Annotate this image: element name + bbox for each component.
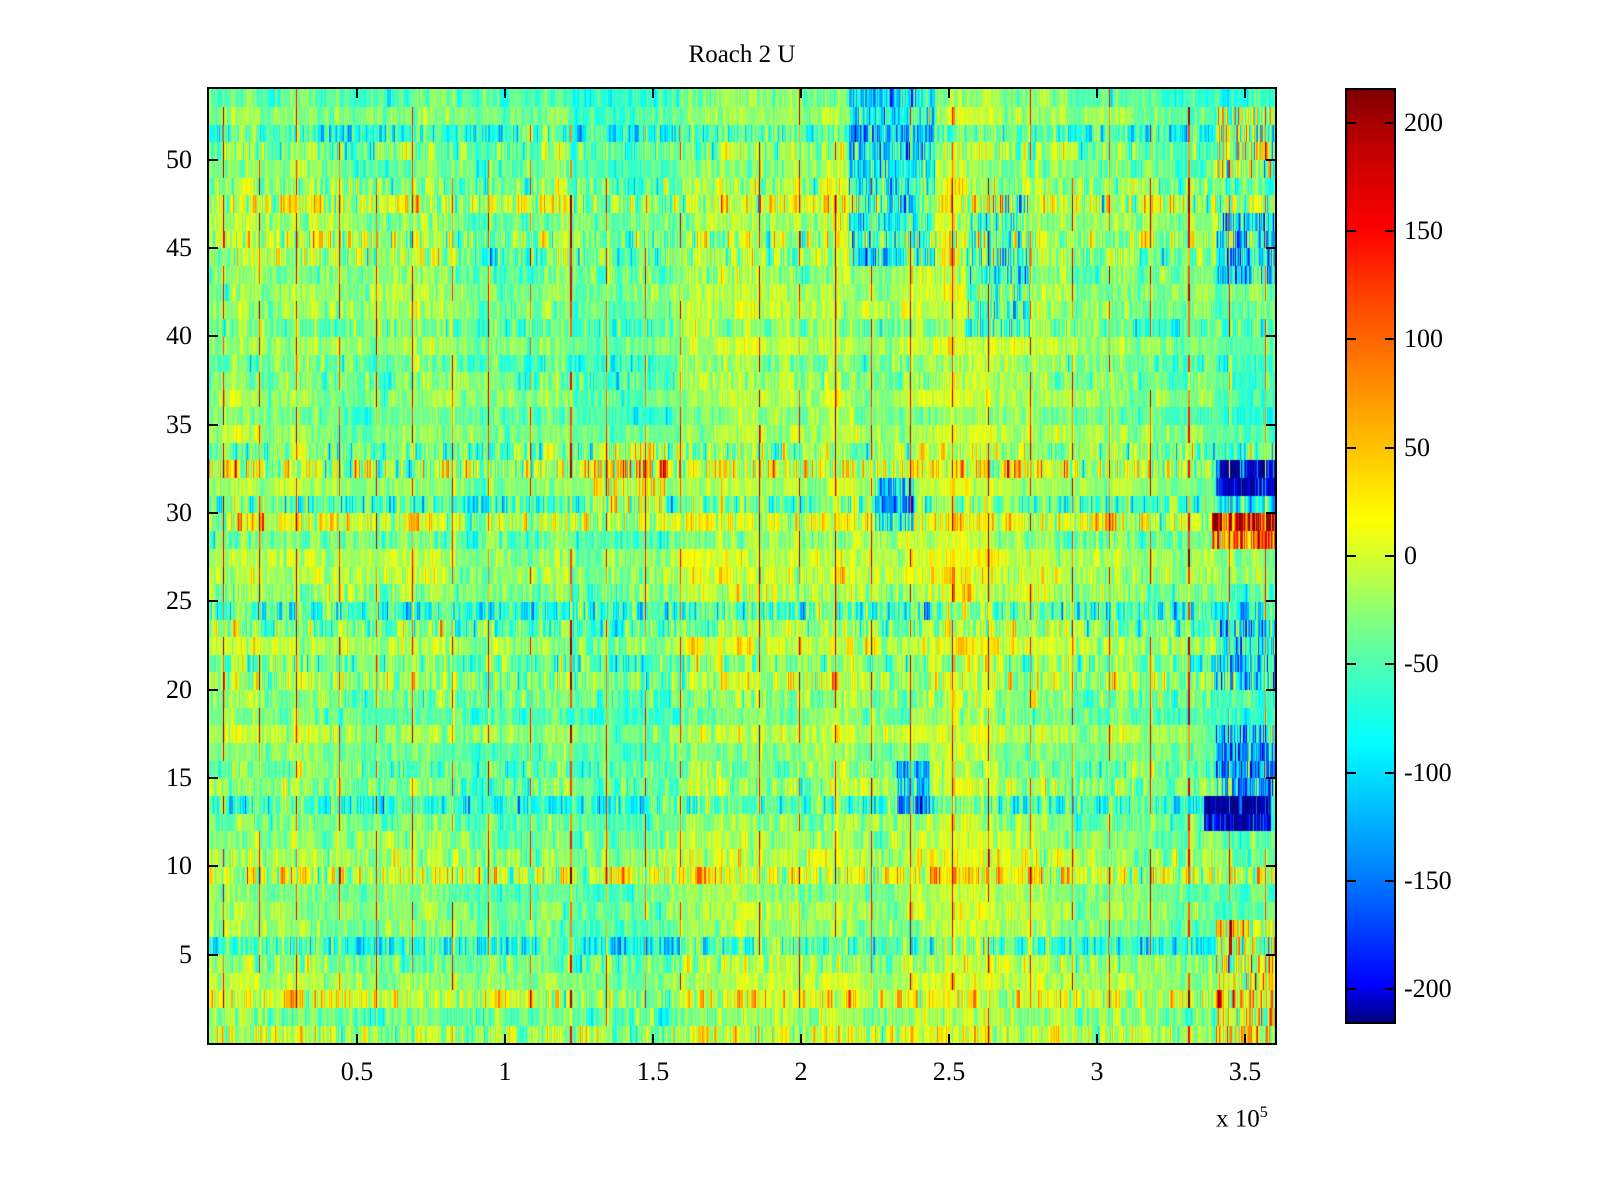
y-axis-tick bbox=[1266, 689, 1275, 691]
x-axis-tick-label: 3 bbox=[1090, 1057, 1104, 1086]
x-axis-tick bbox=[800, 89, 802, 98]
colorbar-tick-label: -50 bbox=[1404, 649, 1439, 678]
colorbar-tick-label: 0 bbox=[1404, 541, 1417, 570]
x-axis-tick-label: 1.5 bbox=[636, 1057, 670, 1086]
y-axis-tick-label: 35 bbox=[166, 410, 192, 439]
y-axis-tick bbox=[209, 247, 218, 249]
x-axis-tick bbox=[948, 89, 950, 98]
x-axis-tick bbox=[652, 89, 654, 98]
colorbar-tick bbox=[1385, 230, 1394, 232]
y-axis-tick bbox=[1266, 954, 1275, 956]
colorbar-tick-label: -150 bbox=[1404, 866, 1452, 895]
y-axis-tick bbox=[1266, 600, 1275, 602]
y-axis-tick-label: 10 bbox=[166, 851, 192, 880]
x-axis-tick bbox=[652, 1034, 654, 1043]
x-axis-tick bbox=[1096, 1034, 1098, 1043]
colorbar-tick bbox=[1347, 988, 1356, 990]
y-axis-tick bbox=[209, 159, 218, 161]
x-axis-tick bbox=[800, 1034, 802, 1043]
colorbar-tick bbox=[1347, 338, 1356, 340]
x-axis-tick bbox=[1096, 89, 1098, 98]
y-axis-tick-label: 45 bbox=[166, 233, 192, 262]
x-axis-tick bbox=[1244, 1034, 1246, 1043]
y-axis-tick bbox=[209, 954, 218, 956]
y-axis-tick-label: 30 bbox=[166, 498, 192, 527]
colorbar-tick-label: -100 bbox=[1404, 758, 1452, 787]
colorbar-tick bbox=[1347, 663, 1356, 665]
colorbar-tick bbox=[1385, 772, 1394, 774]
colorbar-tick-label: 100 bbox=[1404, 324, 1443, 353]
y-axis-tick bbox=[209, 512, 218, 514]
y-axis-tick bbox=[209, 865, 218, 867]
colorbar-tick bbox=[1385, 447, 1394, 449]
colorbar-tick bbox=[1347, 122, 1356, 124]
x-axis-tick bbox=[504, 1034, 506, 1043]
colorbar-tick-label: 150 bbox=[1404, 216, 1443, 245]
colorbar-tick-label: 200 bbox=[1404, 108, 1443, 137]
colorbar-tick bbox=[1347, 230, 1356, 232]
colorbar-tick bbox=[1385, 338, 1394, 340]
x-axis-tick-label: 3.5 bbox=[1228, 1057, 1262, 1086]
colorbar-tick bbox=[1347, 555, 1356, 557]
y-axis-tick bbox=[209, 600, 218, 602]
page-title: Roach 2 U bbox=[688, 41, 796, 68]
exponent-power: 5 bbox=[1259, 1104, 1268, 1121]
x-axis-tick-label: 2 bbox=[794, 1057, 808, 1086]
y-axis-tick bbox=[1266, 335, 1275, 337]
y-axis-tick-label: 15 bbox=[166, 763, 192, 792]
y-axis-tick bbox=[1266, 159, 1275, 161]
colorbar-tick bbox=[1347, 772, 1356, 774]
y-axis-tick bbox=[209, 777, 218, 779]
colorbar-tick bbox=[1347, 447, 1356, 449]
y-axis-tick bbox=[209, 689, 218, 691]
colorbar-tick bbox=[1385, 988, 1394, 990]
heatmap-image bbox=[209, 89, 1275, 1043]
colorbar-tick bbox=[1385, 663, 1394, 665]
x-axis-tick bbox=[1244, 89, 1246, 98]
exponent-prefix: x 10 bbox=[1216, 1105, 1260, 1133]
x-axis-tick-label: 1 bbox=[498, 1057, 512, 1086]
colorbar-tick-label: 50 bbox=[1404, 433, 1430, 462]
colorbar-tick bbox=[1385, 122, 1394, 124]
x-axis-tick bbox=[356, 89, 358, 98]
colorbar-tick bbox=[1385, 880, 1394, 882]
y-axis-tick bbox=[1266, 865, 1275, 867]
colorbar-tick bbox=[1385, 555, 1394, 557]
x-axis-tick bbox=[948, 1034, 950, 1043]
x-axis-tick-label: 2.5 bbox=[932, 1057, 966, 1086]
x-axis-exponent-label: x 105 bbox=[1216, 1104, 1268, 1133]
x-axis-tick-label: 0.5 bbox=[340, 1057, 374, 1086]
y-axis-tick-label: 50 bbox=[166, 145, 192, 174]
y-axis-tick-label: 40 bbox=[166, 321, 192, 350]
y-axis-tick bbox=[209, 335, 218, 337]
y-axis-tick bbox=[1266, 424, 1275, 426]
x-axis-tick bbox=[356, 1034, 358, 1043]
y-axis-tick bbox=[1266, 777, 1275, 779]
y-axis-tick bbox=[1266, 247, 1275, 249]
y-axis-tick bbox=[209, 424, 218, 426]
heatmap-axes[interactable] bbox=[207, 87, 1277, 1045]
colorbar-tick bbox=[1347, 880, 1356, 882]
colorbar-tick-label: -200 bbox=[1404, 974, 1452, 1003]
y-axis-tick-label: 20 bbox=[166, 675, 192, 704]
y-axis-tick-label: 5 bbox=[179, 940, 192, 969]
y-axis-tick-label: 25 bbox=[166, 586, 192, 615]
y-axis-tick bbox=[1266, 512, 1275, 514]
x-axis-tick bbox=[504, 89, 506, 98]
